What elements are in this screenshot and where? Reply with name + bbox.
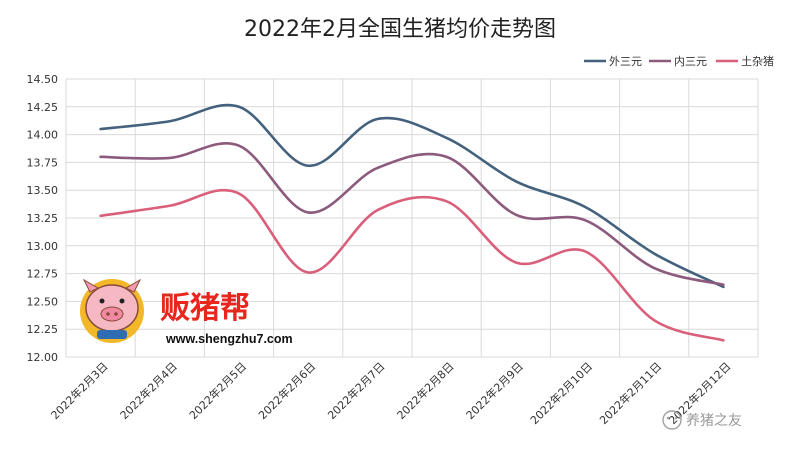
y-tick-label: 12.25: [27, 323, 59, 336]
legend-label: 内三元: [674, 54, 707, 68]
legend: 外三元 内三元 土杂猪: [584, 54, 774, 68]
series-line-2: [99, 188, 725, 342]
x-tick-label: 2022年2月5日: [186, 359, 249, 422]
y-tick-label: 14.25: [27, 101, 59, 114]
x-tick-label: 2022年2月11日: [596, 359, 664, 427]
series-line-1: [99, 142, 725, 287]
y-tick-label: 12.50: [27, 295, 59, 308]
x-tick-label: 2022年2月9日: [463, 359, 526, 422]
legend-label: 土杂猪: [741, 55, 774, 68]
x-tick-label: 2022年2月6日: [255, 359, 318, 422]
y-tick-label: 13.50: [27, 184, 59, 197]
y-tick-label: 14.00: [27, 129, 59, 142]
y-tick-label: 12.75: [27, 268, 59, 281]
x-tick-label: 2022年2月3日: [48, 359, 111, 422]
x-tick-label: 2022年2月4日: [117, 359, 180, 422]
brand-url: www.shengzhu7.com: [165, 332, 293, 346]
legend-label: 外三元: [609, 55, 642, 68]
brand-logo: 贩猪帮 www.shengzhu7.com: [80, 278, 293, 346]
chart-title: 2022年2月全国生猪均价走势图: [244, 17, 556, 42]
y-tick-label: 12.00: [27, 351, 59, 364]
wechat-icon: [662, 410, 682, 430]
series-line-0: [99, 103, 725, 289]
x-tick-label: 2022年2月10日: [527, 359, 595, 427]
x-tick-label: 2022年2月8日: [394, 359, 457, 422]
y-axis: 12.00 12.25 12.50 12.75 13.00 13.25 13.50 13.75…: [27, 73, 59, 364]
watermark: 养猪之友: [662, 410, 742, 430]
series-lines: [99, 103, 725, 342]
y-tick-label: 13.25: [27, 212, 59, 225]
y-tick-label: 13.00: [27, 240, 59, 253]
y-tick-label: 13.75: [27, 156, 59, 169]
brand-name: 贩猪帮: [160, 291, 250, 326]
y-tick-label: 14.50: [27, 73, 59, 86]
watermark-text: 养猪之友: [686, 413, 742, 429]
x-axis: 2022年2月3日 2022年2月4日 2022年2月5日 2022年2月6日 2022…: [48, 359, 734, 427]
grid: [65, 78, 759, 358]
pig-icon: [80, 278, 144, 343]
x-tick-label: 2022年2月7日: [325, 359, 388, 422]
